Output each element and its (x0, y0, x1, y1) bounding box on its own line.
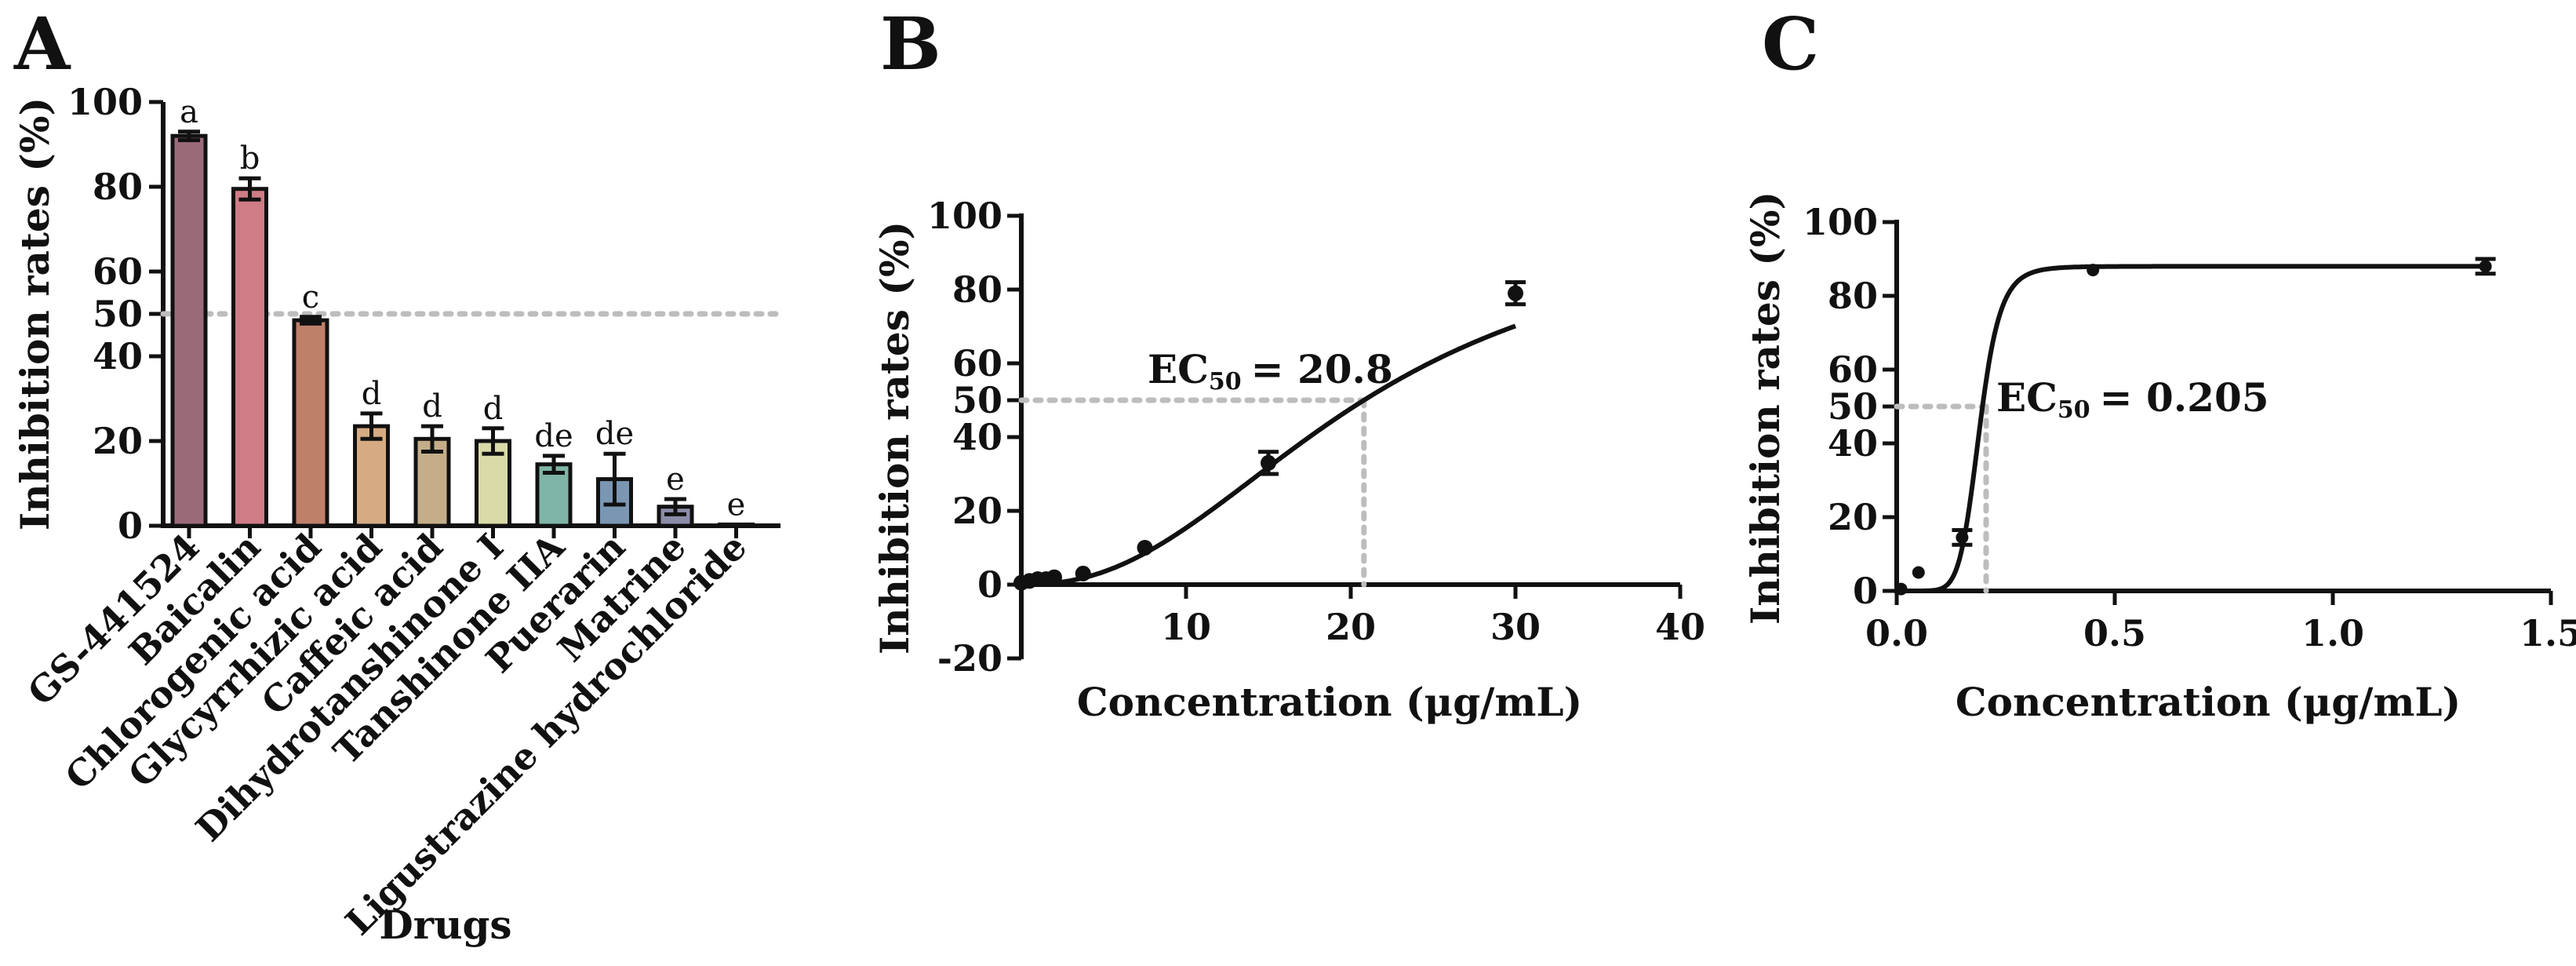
panel-c-ec50-reference-lines (1894, 403, 1989, 594)
significance-letter: e (727, 487, 746, 523)
significance-letter: d (422, 388, 442, 425)
x-tick-label: 30 (1490, 606, 1541, 648)
x-tick-label: 20 (1326, 606, 1376, 648)
data-point (1894, 582, 1908, 596)
x-tick-label: 0.5 (2083, 612, 2146, 654)
y-tick-label: 50 (1828, 385, 1878, 428)
panel-b-ec50-annotation: EC50 = 20.8 (1148, 346, 1393, 396)
panel-c-dose-response: C Inhibition rates (%) Concentration (μg… (1742, 2, 2576, 725)
significance-letter: d (362, 376, 382, 412)
data-point (2479, 260, 2492, 273)
data-point (1261, 454, 1276, 471)
data-point (1508, 285, 1523, 301)
y-tick-label: 100 (927, 195, 1002, 237)
panel-b-dose-response: B Inhibition rates (%) Concentration (μg… (871, 2, 1705, 725)
y-tick-label: -20 (937, 637, 1002, 680)
y-tick-label: 20 (93, 420, 143, 462)
y-tick-label: 100 (1803, 201, 1878, 243)
x-tick-label: 1.0 (2301, 612, 2364, 654)
y-tick-label: 0 (1853, 570, 1878, 612)
panel-b-y-axis-title: Inhibition rates (%) (871, 221, 918, 654)
y-tick-label: 50 (93, 293, 143, 335)
data-point (1075, 565, 1091, 581)
panel-c-ec50-label: EC (1996, 374, 2058, 421)
panel-c-ec50-subscript: 50 (2058, 396, 2090, 424)
y-tick-label: 60 (952, 342, 1002, 385)
panel-a-y-axis-title: Inhibition rates (%) (12, 97, 58, 530)
data-point (2087, 264, 2100, 277)
data-point (1912, 566, 1925, 579)
panel-c-ec50-annotation: EC50 = 0.205 (1996, 374, 2269, 424)
y-tick-label: 0 (977, 563, 1002, 606)
panel-c-points (1894, 257, 2496, 596)
y-tick-label: 50 (952, 379, 1002, 421)
y-tick-label: 20 (1828, 496, 1878, 538)
data-point (1956, 530, 1969, 544)
bar-3 (292, 318, 329, 528)
panel-b-x-axis-title: Concentration (μg/mL) (1077, 679, 1582, 725)
y-tick-label: 60 (93, 250, 143, 293)
x-tick-label: 10 (1161, 606, 1211, 648)
panel-a-x-axis-title: Drugs (379, 902, 511, 948)
y-tick-label: 40 (93, 335, 143, 377)
panel-letter-b: B (880, 2, 941, 86)
x-tick-label: 40 (1655, 606, 1705, 648)
data-point (1137, 540, 1153, 556)
bar-4 (353, 424, 390, 528)
bar-1 (170, 133, 208, 528)
panel-b-points (1013, 280, 1526, 591)
panel-c-fit-curve (1898, 264, 2486, 593)
y-tick-label: 0 (118, 505, 143, 547)
data-point (1046, 569, 1062, 585)
panel-c-x-axis-title: Concentration (μg/mL) (1956, 679, 2461, 725)
x-tick-label: 1.5 (2520, 612, 2576, 654)
panel-b-ec50-subscript: 50 (1209, 368, 1242, 396)
significance-letter: de (595, 416, 634, 452)
significance-letter: b (240, 140, 260, 177)
panel-c-y-axis-title: Inhibition rates (%) (1742, 191, 1788, 625)
significance-letter: c (302, 279, 319, 315)
y-tick-label: 100 (67, 81, 143, 123)
y-tick-label: 20 (952, 490, 1002, 532)
y-tick-label: 40 (952, 416, 1002, 458)
significance-letter: d (483, 391, 504, 427)
y-tick-label: 80 (93, 166, 143, 208)
y-tick-label: 80 (1828, 275, 1878, 317)
bar-2 (231, 187, 268, 528)
significance-letter: de (534, 418, 573, 454)
panel-c-ec50-value: = 0.205 (2100, 374, 2269, 421)
significance-letter: e (666, 461, 685, 498)
panel-b-ec50-reference-lines (1018, 397, 1367, 588)
panel-letter-a: A (13, 2, 71, 86)
x-tick-label: 0.0 (1865, 612, 1928, 654)
y-tick-label: 40 (1828, 422, 1878, 465)
panel-b-ec50-label: EC (1148, 346, 1209, 392)
significance-letter: a (180, 94, 198, 130)
y-tick-label: 80 (952, 268, 1002, 311)
y-tick-label: 60 (1828, 348, 1878, 391)
panel-letter-c: C (1762, 2, 1819, 86)
panel-b-ec50-value: = 20.8 (1251, 346, 1393, 392)
